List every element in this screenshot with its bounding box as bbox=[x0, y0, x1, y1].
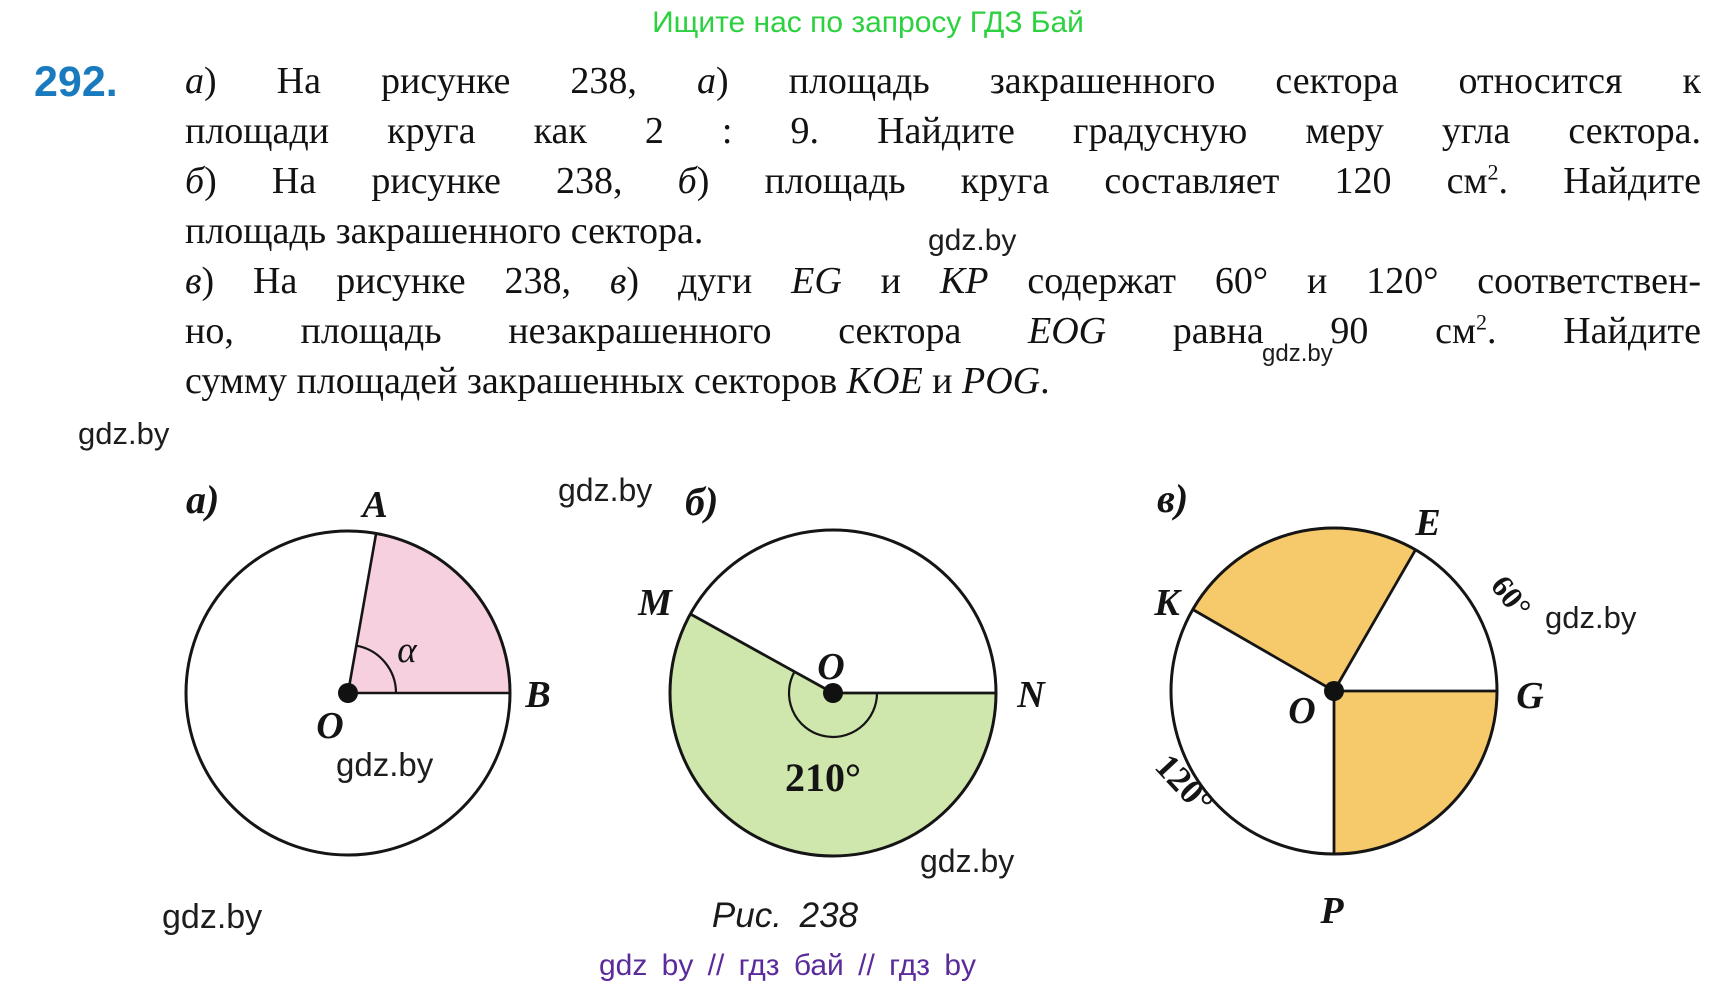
figure-v-point-K-label: K bbox=[1153, 582, 1182, 624]
figure-a-alpha-label: α bbox=[397, 630, 418, 671]
figure-b-label: б) bbox=[685, 479, 718, 524]
figure-b-angle-arc bbox=[787, 671, 879, 739]
watermark-figure-v: gdz.by bbox=[1545, 600, 1637, 635]
figure-v-arc-EG-value: 60° bbox=[1484, 569, 1538, 625]
problem-text-line: но, площадь незакрашенного сектора EOG р… bbox=[185, 309, 1701, 352]
figure-a-point-A-label: A bbox=[360, 484, 387, 526]
figure-b-shaded-sector bbox=[670, 614, 996, 856]
figure-v-center-dot bbox=[1324, 681, 1344, 701]
watermark-figure-a: gdz.by bbox=[336, 746, 434, 783]
figure-a-angle-arc bbox=[356, 644, 398, 694]
figure-a-point-O-label: O bbox=[316, 705, 343, 747]
figure-v-arc-KP-value: 120° bbox=[1147, 747, 1221, 822]
figure-a-label: а) bbox=[186, 477, 219, 522]
problem-text-line: площади круга как 2 : 9. Найдите градусн… bbox=[185, 110, 1701, 152]
problem-number: 292. bbox=[34, 58, 118, 106]
figure-b-radius-OM bbox=[689, 612, 834, 695]
watermark-bottom-left: gdz.by bbox=[162, 898, 263, 936]
figure-a-point-B-label: B bbox=[524, 674, 550, 716]
figure-caption: Рис. 238 bbox=[711, 896, 859, 935]
problem-text-line: б) На рисунке 238, б) площадь круга сост… bbox=[185, 159, 1701, 202]
problem-text-line: в) На рисунке 238, в) дуги EG и KP содер… bbox=[185, 260, 1701, 302]
figure-a-radius-OA bbox=[346, 533, 378, 694]
watermark-between-figures: gdz.by bbox=[558, 472, 653, 508]
watermark-figure-b: gdz.by bbox=[920, 843, 1015, 879]
figure-b-point-M-label: M bbox=[637, 582, 673, 624]
figure-v-radius-OK bbox=[1192, 608, 1335, 693]
figure-b-point-N-label: N bbox=[1016, 674, 1046, 716]
figure-b: б) M N O 210° bbox=[637, 479, 1046, 858]
figure-a-center-dot bbox=[338, 683, 358, 703]
figure-v-point-E-label: E bbox=[1414, 502, 1440, 544]
figure-b-point-O-label: O bbox=[817, 646, 844, 688]
footer-banner: gdz by // гдз бай // гдз by bbox=[598, 949, 977, 982]
watermark-text-line4: gdz.by bbox=[928, 224, 1017, 257]
problem-text-line: площадь закрашенного сектора. bbox=[185, 210, 704, 252]
figure-v-shaded-sector-KOE bbox=[1192, 527, 1416, 691]
figure-v-point-O-label: O bbox=[1288, 690, 1315, 732]
figure-v-label: в) bbox=[1157, 476, 1188, 521]
figure-v: в) E K G P O 60° 120° bbox=[1147, 476, 1544, 932]
figure-v-point-G-label: G bbox=[1516, 675, 1544, 717]
figure-b-angle-value: 210° bbox=[785, 755, 861, 800]
figure-a: а) A B O α bbox=[184, 477, 551, 857]
figure-v-point-P-label: P bbox=[1319, 890, 1344, 932]
figure-v-radius-OE bbox=[1332, 549, 1417, 692]
figure-v-shaded-sector-POG bbox=[1334, 691, 1497, 854]
problem-text-line: сумму площадей закрашенных секторов KOE … bbox=[185, 360, 1050, 402]
watermark-left-margin: gdz.by bbox=[78, 416, 170, 451]
problem-text-line: а) На рисунке 238, а) площадь закрашенно… bbox=[185, 60, 1701, 102]
figure-a-shaded-sector bbox=[348, 533, 510, 693]
problem-text: а) На рисунке 238, а) площадь закрашенно… bbox=[185, 56, 1701, 406]
figure-b-center-dot bbox=[823, 683, 843, 703]
watermark-text-line6: gdz.by bbox=[1262, 340, 1333, 367]
header-banner: Ищите нас по запросу ГДЗ Бай bbox=[652, 6, 1084, 39]
